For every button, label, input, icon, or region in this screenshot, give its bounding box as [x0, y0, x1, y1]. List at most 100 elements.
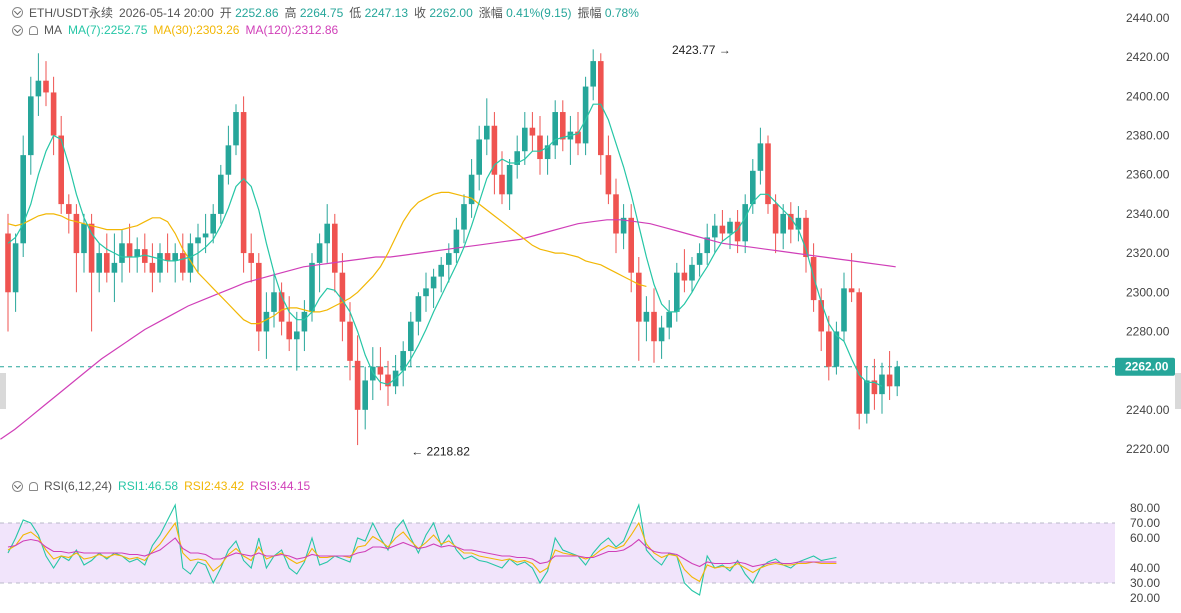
candle-body: [430, 276, 437, 289]
rsi3-value: RSI3:44.15: [250, 479, 311, 493]
candle-body: [180, 253, 186, 273]
rsi-collapse-toggle-icon[interactable]: [12, 480, 23, 492]
candle-body: [628, 217, 634, 273]
ma-collapse-toggle-icon[interactable]: [12, 24, 23, 36]
candle-body: [423, 288, 429, 297]
candle-body: [484, 125, 490, 140]
candle-body: [772, 204, 779, 234]
candle-body: [263, 311, 270, 332]
candle: [833, 321, 840, 375]
rsi-series-2: [7, 521, 837, 583]
candle-body: [12, 243, 19, 293]
collapse-toggle-icon[interactable]: [12, 7, 23, 18]
candle-body: [164, 253, 171, 261]
candle-body: [894, 366, 900, 387]
alert-bell-icon[interactable]: [29, 25, 38, 35]
candle-body: [575, 131, 581, 144]
candle-body: [704, 237, 710, 254]
candle: [430, 268, 437, 308]
candle-body: [119, 243, 125, 263]
change-value: 0.41%(9.15): [506, 6, 572, 20]
right-scroll-handle[interactable]: [1175, 373, 1181, 409]
candle: [157, 243, 163, 283]
candle: [826, 315, 832, 381]
close-label: 收: [414, 6, 427, 20]
price-tick-label: 2380.00: [1126, 129, 1170, 143]
candle: [278, 282, 285, 336]
candle: [803, 209, 809, 273]
candle: [438, 257, 444, 293]
candle-body: [696, 253, 703, 265]
candle: [818, 288, 824, 352]
ma7-line: [7, 103, 883, 387]
candle-body: [727, 221, 733, 234]
candle: [772, 194, 779, 254]
candle-body: [248, 253, 254, 263]
ma-name: MA: [44, 23, 62, 37]
ma120-value: MA(120):2312.86: [245, 23, 339, 37]
ma-lines: [0, 103, 896, 440]
rsi-name: RSI(6,12,24): [44, 479, 113, 493]
annotations: 2423.77 → ← 2218.82: [411, 43, 731, 459]
candle-body: [43, 80, 49, 93]
candle-body: [826, 331, 832, 367]
candle-body: [856, 292, 862, 414]
candle-body: [886, 374, 893, 387]
candle: [651, 288, 657, 363]
rsi2-value: RSI2:43.42: [184, 479, 245, 493]
candle: [666, 300, 672, 340]
candle: [248, 233, 254, 283]
candle-body: [35, 80, 42, 97]
rsi-alert-bell-icon[interactable]: [29, 481, 38, 491]
candle: [689, 257, 695, 293]
candle: [636, 257, 642, 361]
candle: [187, 233, 194, 283]
candle: [757, 127, 764, 185]
candle: [795, 206, 802, 242]
candle: [879, 362, 885, 414]
price-tick-label: 2440.00: [1126, 11, 1170, 25]
candle: [28, 76, 34, 175]
rsi-tick-label: 40.00: [1130, 561, 1160, 575]
candle: [643, 296, 650, 342]
candle: [461, 194, 467, 244]
candle-body: [202, 233, 209, 238]
left-scroll-handle[interactable]: [0, 373, 6, 409]
candle-body: [780, 213, 786, 234]
candle: [582, 76, 589, 156]
candle-body: [468, 174, 475, 205]
price-tick-label: 2280.00: [1126, 324, 1170, 338]
rsi1-value: RSI1:46.58: [118, 479, 179, 493]
candle: [567, 115, 574, 165]
candle-body: [651, 311, 657, 342]
price-tick-label: 2300.00: [1126, 285, 1170, 299]
candle: [88, 213, 95, 332]
candle-body: [400, 351, 406, 371]
datetime: 2026-05-14 20:00: [119, 5, 214, 20]
candle: [66, 194, 72, 234]
candle-body: [210, 213, 216, 234]
candle-body: [385, 374, 391, 387]
amplitude-value: 0.78%: [604, 6, 639, 20]
candle-body: [187, 243, 194, 273]
candle: [263, 292, 270, 359]
candle: [620, 204, 627, 250]
candle: [377, 347, 384, 391]
candle-body: [271, 292, 277, 312]
close-value: 2262.00: [429, 6, 473, 20]
current-price-badge: [1115, 357, 1175, 376]
candle-body: [712, 225, 718, 238]
candle-body: [681, 272, 688, 281]
candle-body: [195, 237, 201, 244]
candle: [35, 53, 42, 116]
candle-body: [506, 164, 513, 195]
max-price-annotation: 2423.77 →: [672, 43, 731, 57]
candle: [506, 159, 513, 210]
candle: [180, 233, 186, 281]
candle: [172, 243, 178, 283]
candle-body: [126, 243, 133, 258]
candle-body: [438, 264, 444, 277]
candle: [104, 233, 110, 283]
candle-body: [111, 262, 118, 273]
